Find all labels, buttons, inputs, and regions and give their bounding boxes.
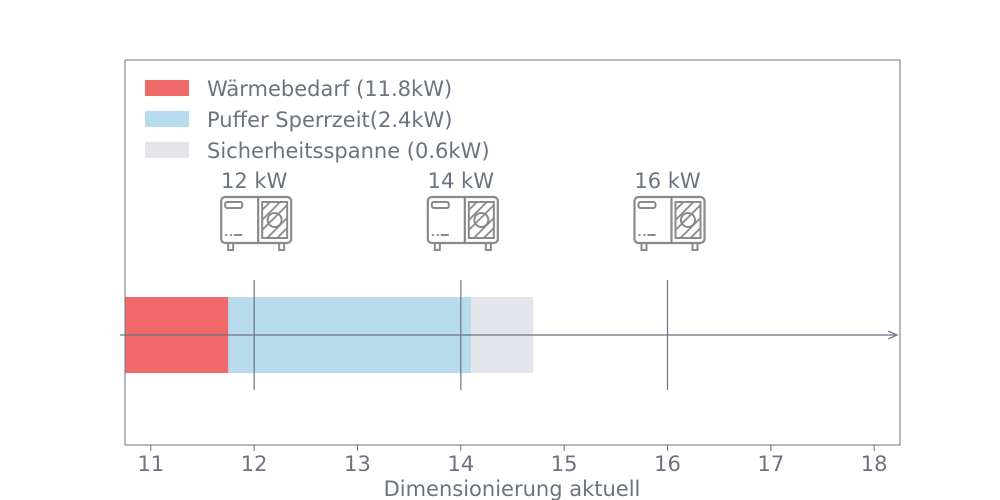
- marker-label: 12 kW: [221, 169, 288, 193]
- x-tick-label: 11: [137, 452, 164, 476]
- x-tick-label: 17: [757, 452, 784, 476]
- heat-pump-icon: [220, 195, 293, 252]
- legend-swatch: [145, 80, 189, 96]
- legend-swatch: [145, 111, 189, 127]
- x-tick-label: 12: [241, 452, 268, 476]
- x-tick-label: 15: [551, 452, 578, 476]
- heat-pump-icon: [426, 195, 499, 252]
- legend-label: Wärmebedarf (11.8kW): [207, 77, 452, 101]
- marker-label: 16 kW: [634, 169, 701, 193]
- legend-label: Puffer Sperrzeit(2.4kW): [207, 108, 453, 132]
- x-axis-label: Dimensionierung aktuell: [384, 477, 641, 500]
- arrow-head: [887, 330, 899, 340]
- x-tick-label: 14: [447, 452, 474, 476]
- plot-frame: [124, 59, 901, 446]
- heat-pump-icon: [633, 195, 706, 252]
- x-tick-label: 16: [654, 452, 681, 476]
- legend-swatch: [145, 142, 189, 158]
- legend-label: Sicherheitsspanne (0.6kW): [207, 139, 490, 163]
- x-tick-label: 18: [861, 452, 888, 476]
- x-tick-label: 13: [344, 452, 371, 476]
- marker-label: 14 kW: [428, 169, 495, 193]
